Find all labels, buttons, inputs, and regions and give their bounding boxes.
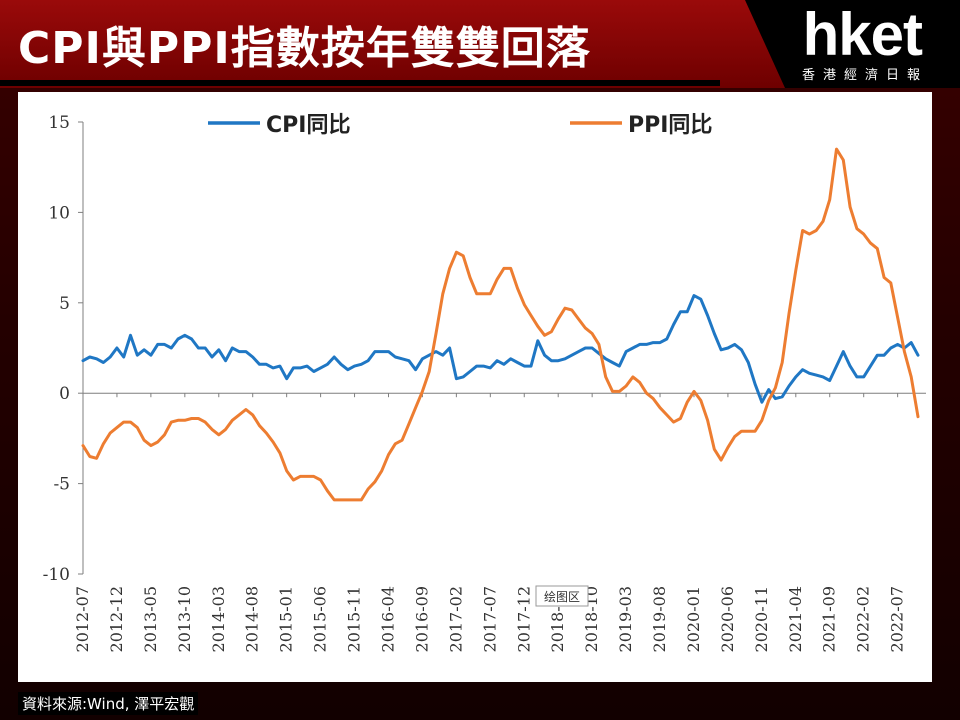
x-tick-label: 2015-06 — [311, 586, 330, 652]
x-tick-label: 2016-09 — [412, 586, 431, 652]
cpi-series-line — [81, 294, 920, 404]
x-tick-label: 2014-03 — [209, 586, 228, 652]
x-tick-label: 2019-03 — [616, 586, 635, 652]
x-tick-label: 2013-10 — [175, 586, 194, 652]
x-tick-label: 2021-09 — [820, 586, 839, 652]
x-tick-label: 2015-11 — [345, 586, 364, 652]
x-tick-label: 2017-07 — [480, 586, 499, 652]
logo-panel — [745, 0, 960, 88]
x-tick-label: 2022-02 — [854, 586, 873, 652]
legend-label-cpi: CPI同比 — [266, 113, 350, 138]
x-tick-label: 2012-07 — [73, 586, 92, 652]
y-tick-label: 10 — [48, 203, 70, 223]
y-tick-label: -5 — [53, 475, 70, 495]
x-tick-label: 2012-12 — [107, 586, 126, 652]
x-tick-label: 2017-12 — [514, 586, 533, 652]
plot-area-tag-box — [535, 585, 589, 607]
chart-legend: CPI同比 PPI同比 — [208, 113, 712, 138]
x-tick-label: 2013-05 — [141, 586, 160, 652]
header-bar: CPI與PPI指數按年雙雙回落 hket 香港經濟日報 — [0, 0, 960, 88]
x-tick-label: 2015-01 — [277, 586, 296, 652]
x-tick-label: 2021-04 — [786, 586, 805, 652]
legend-label-ppi: PPI同比 — [628, 113, 712, 138]
source-note: 資料來源:Wind, 澤平宏觀 — [18, 692, 199, 715]
page-title: CPI與PPI指數按年雙雙回落 — [18, 23, 591, 74]
x-tick-label: 2017-02 — [446, 586, 465, 652]
x-tick-label: 2020-11 — [752, 586, 771, 652]
x-tick-label: 2022-07 — [888, 586, 907, 652]
x-tick-label: 2020-01 — [684, 586, 703, 652]
chart-panel: 15 10 5 0 -5 -10 2012-07 2012-12 2013-05 2013-10 2… — [18, 92, 932, 682]
x-tick-label: 2014-08 — [243, 586, 262, 652]
ppi-series-line — [81, 147, 920, 502]
x-tick-label: 2020-06 — [718, 586, 737, 652]
hket-logo: hket — [802, 1, 923, 68]
y-tick-label: 0 — [59, 384, 70, 404]
chart-series — [81, 147, 920, 502]
y-tick-label: 5 — [59, 294, 70, 314]
hket-logo-subtitle: 香港經濟日報 — [801, 68, 928, 83]
y-tick-label: 15 — [48, 113, 70, 133]
x-tick-label: 2016-04 — [378, 586, 397, 652]
header-stripe — [0, 80, 720, 86]
x-tick-label: 2019-08 — [650, 586, 669, 652]
plot-area-tag: 绘图区 — [544, 589, 580, 604]
y-tick-label: -10 — [43, 565, 70, 585]
